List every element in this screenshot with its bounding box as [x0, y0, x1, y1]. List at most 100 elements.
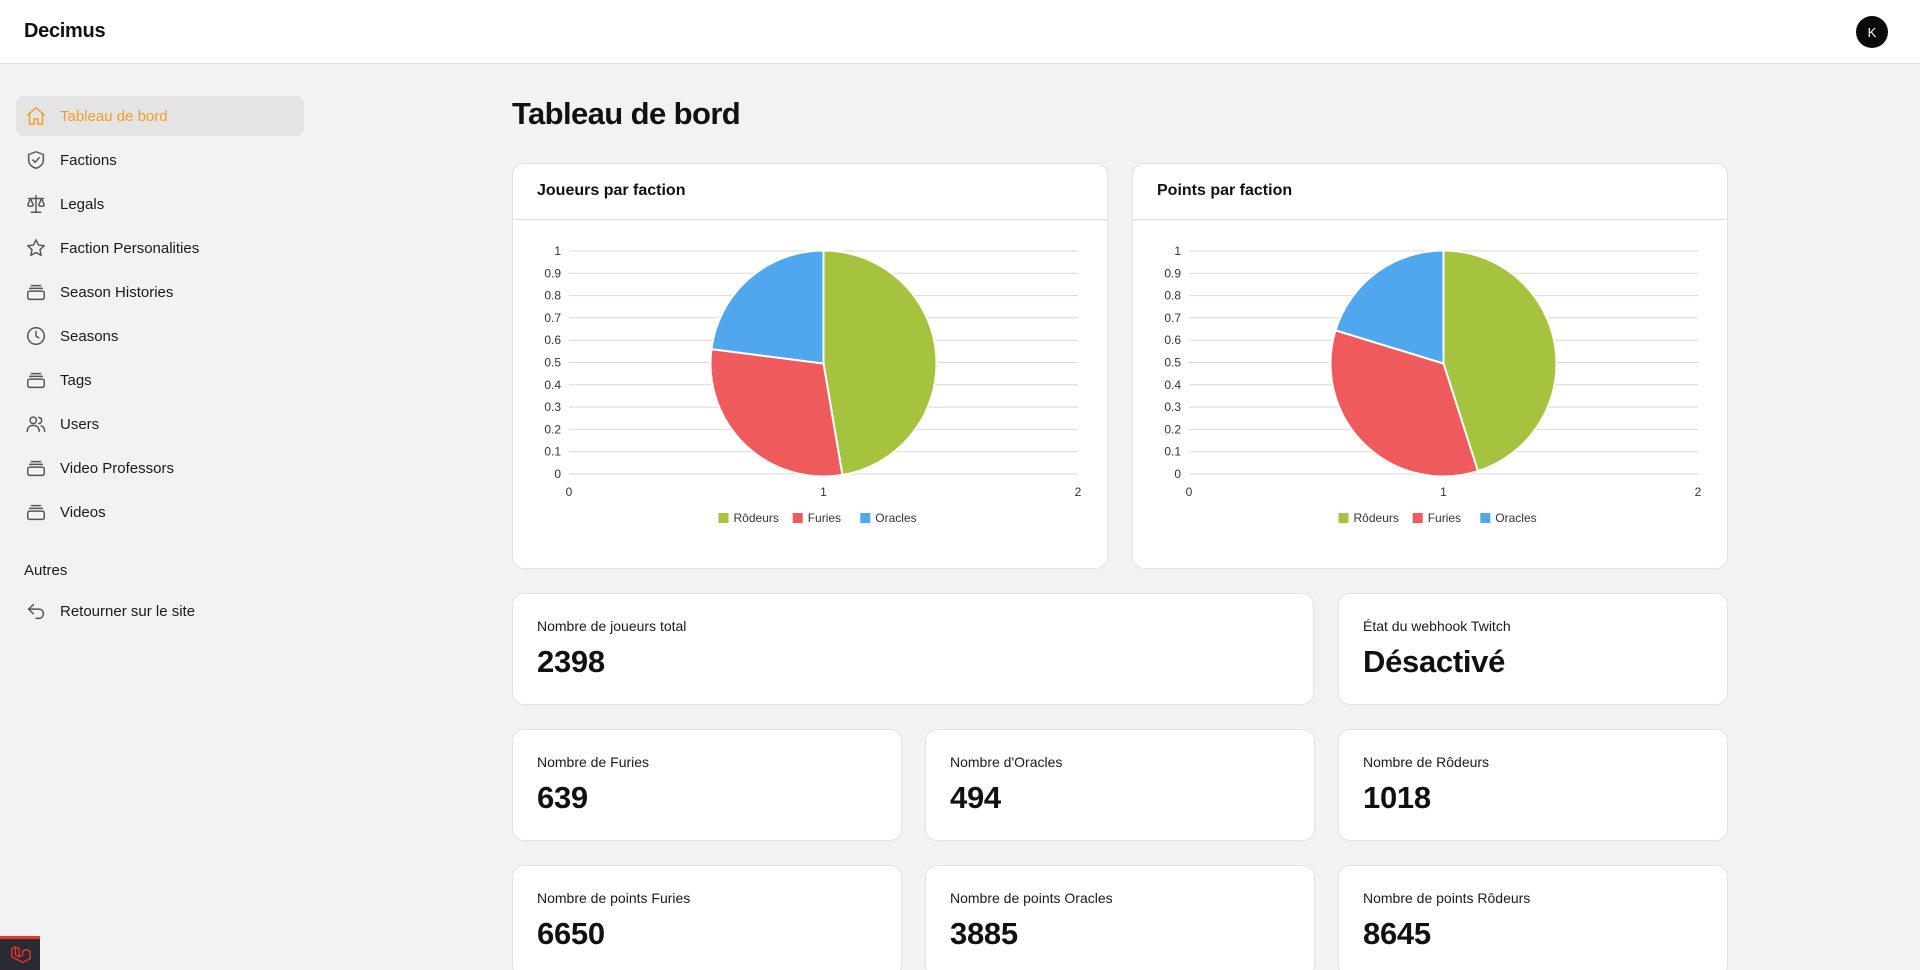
stack-icon [24, 368, 48, 392]
legend-swatch [1338, 513, 1349, 523]
stat-label: Nombre de points Furies [537, 890, 691, 906]
legend-swatch [792, 513, 803, 523]
y-tick-label: 1 [1174, 244, 1181, 258]
sidebar-item-label: Season Histories [60, 283, 174, 301]
y-tick-label: 0 [1174, 467, 1181, 481]
sidebar-item-seasons[interactable]: Seasons [16, 316, 304, 356]
stat-value: 494 [950, 780, 1001, 815]
sidebar-item-videos[interactable]: Videos [16, 492, 304, 532]
x-tick-label: 1 [820, 485, 827, 499]
sidebar-item-faction-personalities[interactable]: Faction Personalities [16, 228, 304, 268]
home-icon [24, 104, 48, 128]
pie-chart-joueurs: 0 0.1 0.2 0.3 0.4 0.5 0.6 0.7 0.8 0.9 1 0 1 2 Rôdeurs F… [544, 244, 1082, 525]
stat-value: Désactivé [1363, 644, 1506, 679]
shield-check-icon [24, 148, 48, 172]
star-icon [24, 236, 48, 260]
sidebar-item-label: Retourner sur le site [60, 602, 196, 620]
sidebar-item-label: Tableau de bord [60, 107, 168, 125]
page-title: Tableau de bord [512, 96, 741, 131]
x-tick-label: 2 [1695, 485, 1702, 499]
pie-slice [1329, 329, 1480, 478]
y-tick-label: 1 [554, 244, 561, 258]
legend-label: Rôdeurs [734, 511, 779, 525]
x-tick-label: 2 [1075, 485, 1082, 499]
sidebar-item-label: Users [60, 415, 100, 433]
stat-value: 1018 [1363, 780, 1431, 815]
laravel-logo-icon [11, 945, 31, 963]
legend-swatch [718, 513, 729, 523]
pie-slice [1442, 249, 1558, 473]
y-tick-label: 0.8 [1164, 289, 1181, 303]
y-tick-label: 0.2 [544, 422, 561, 436]
y-tick-label: 0.4 [1164, 378, 1181, 392]
user-avatar[interactable]: K [1856, 16, 1888, 48]
y-tick-label: 0.5 [544, 356, 561, 370]
x-tick-label: 0 [1186, 485, 1193, 499]
scale-icon [24, 192, 48, 216]
brand-logo[interactable]: Decimus [24, 20, 106, 42]
sidebar-item-label: Factions [60, 151, 117, 169]
sidebar-item-label: Faction Personalities [60, 239, 200, 257]
pie-slice [710, 249, 825, 365]
sidebar-item-video-professors[interactable]: Video Professors [16, 448, 304, 488]
stack-icon [24, 456, 48, 480]
sidebar-item-label: Videos [60, 503, 106, 521]
y-tick-label: 0.5 [1164, 356, 1181, 370]
stat-label: Nombre de Furies [537, 754, 650, 770]
x-tick-label: 0 [566, 485, 573, 499]
stat-label: Nombre de points Oracles [950, 890, 1113, 906]
legend-label: Oracles [875, 511, 916, 525]
y-tick-label: 0.6 [544, 333, 561, 347]
y-tick-label: 0.8 [544, 289, 561, 303]
pie-slice [1334, 249, 1445, 365]
sidebar-item-retourner-sur-le-site[interactable]: Retourner sur le site [16, 591, 304, 631]
y-tick-label: 0.2 [1164, 422, 1181, 436]
pie-slice [709, 347, 844, 478]
pie-chart-points: 0 0.1 0.2 0.3 0.4 0.5 0.6 0.7 0.8 0.9 1 0 1 2 Rôdeurs F… [1164, 244, 1702, 525]
chart-card-points: Points par faction 0 0.1 0.2 0.3 0.4 0.5 0.6 0.… [1132, 163, 1728, 569]
sidebar-section-title: Autres [24, 562, 68, 579]
stat-card-points-oracles: Nombre de points Oracles 3885 [925, 865, 1315, 970]
return-arrow-icon [24, 599, 48, 623]
legend-label: Rôdeurs [1354, 511, 1399, 525]
sidebar-item-tableau-de-bord[interactable]: Tableau de bord [16, 96, 304, 136]
sidebar-item-users[interactable]: Users [16, 404, 304, 444]
y-tick-label: 0.9 [544, 266, 561, 280]
sidebar-item-label: Legals [60, 195, 105, 213]
sidebar-item-season-histories[interactable]: Season Histories [16, 272, 304, 312]
sidebar-item-tags[interactable]: Tags [16, 360, 304, 400]
stat-label: Nombre de points Rôdeurs [1363, 890, 1531, 906]
stack-icon [24, 500, 48, 524]
y-tick-label: 0.4 [544, 378, 561, 392]
stat-label: Nombre de Rôdeurs [1363, 754, 1490, 770]
y-tick-label: 0.3 [1164, 400, 1181, 414]
top-bar: Decimus K [0, 0, 1920, 64]
stat-label: Nombre d'Oracles [950, 754, 1063, 770]
stat-card-webhook: État du webhook Twitch Désactivé [1338, 593, 1728, 705]
sidebar-item-label: Seasons [60, 327, 119, 345]
stat-card-points-furies: Nombre de points Furies 6650 [512, 865, 902, 970]
laravel-debug-badge[interactable] [0, 936, 40, 970]
y-tick-label: 0.7 [1164, 311, 1181, 325]
stat-card-total-players: Nombre de joueurs total 2398 [512, 593, 1314, 705]
x-tick-label: 1 [1440, 485, 1447, 499]
y-tick-label: 0 [554, 467, 561, 481]
sidebar-item-legals[interactable]: Legals [16, 184, 304, 224]
chart-card-joueurs: Joueurs par faction 0 0.1 0.2 0.3 0.4 0.5 0.6 0… [512, 163, 1108, 569]
stat-value: 639 [537, 780, 588, 815]
clock-icon [24, 324, 48, 348]
legend-swatch [1480, 513, 1491, 523]
chart-title: Joueurs par faction [513, 164, 1107, 220]
stat-value: 8645 [1363, 916, 1431, 951]
sidebar-item-factions[interactable]: Factions [16, 140, 304, 180]
stat-label: État du webhook Twitch [1363, 618, 1511, 634]
stat-card-furies: Nombre de Furies 639 [512, 729, 902, 841]
sidebar-item-label: Tags [60, 371, 92, 389]
stat-value: 3885 [950, 916, 1018, 951]
y-tick-label: 0.3 [544, 400, 561, 414]
stat-card-rodeurs: Nombre de Rôdeurs 1018 [1338, 729, 1728, 841]
y-tick-label: 0.1 [544, 445, 561, 459]
stat-card-points-rodeurs: Nombre de points Rôdeurs 8645 [1338, 865, 1728, 970]
stack-icon [24, 280, 48, 304]
legend-label: Furies [808, 511, 841, 525]
